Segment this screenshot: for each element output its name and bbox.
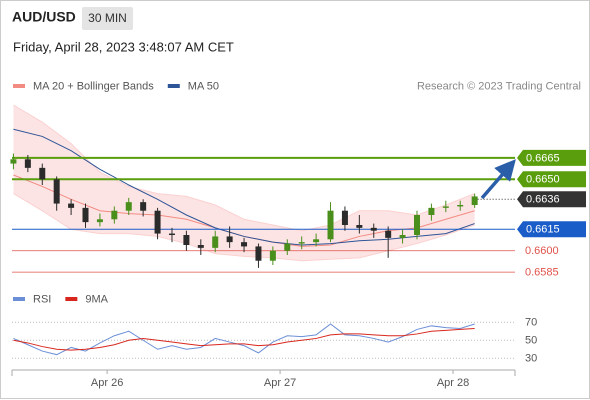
candle-body — [471, 196, 478, 205]
indicator-line — [13, 328, 475, 351]
interval[interactable]: 30 MIN — [88, 11, 127, 25]
candle-body — [241, 242, 248, 247]
level-label: 0.6665 — [526, 152, 560, 164]
candle-body — [212, 236, 219, 248]
y-tick-label: 50 — [525, 335, 537, 347]
candle-body — [356, 225, 363, 228]
level-label: 0.6636 — [526, 194, 560, 206]
candle-body — [413, 215, 420, 235]
level-label: 0.6650 — [526, 174, 560, 186]
band-edge — [13, 193, 475, 262]
candle-body — [457, 205, 464, 207]
candle-body — [313, 239, 320, 243]
legend-label: 9MA — [85, 293, 108, 305]
legend-label: RSI — [33, 293, 51, 305]
x-tick-label: Apr 27 — [264, 377, 296, 389]
level-label: 0.6615 — [526, 224, 560, 236]
candle-body — [68, 203, 75, 208]
candle-body — [341, 210, 348, 225]
candle-body — [82, 207, 89, 223]
timestamp: Friday, April 28, 2023 3:48:07 AM CET — [13, 39, 234, 54]
level-label: 0.6600 — [525, 245, 559, 257]
level-box — [517, 221, 586, 238]
candle-body — [183, 235, 190, 245]
candle-body — [39, 167, 46, 180]
moving-average — [13, 128, 475, 246]
candle-body — [255, 246, 262, 261]
y-tick-label: 30 — [525, 353, 537, 365]
symbol: AUD/USD — [12, 9, 76, 25]
candle-body — [428, 207, 435, 215]
candle-body — [399, 235, 406, 238]
level-label: 0.6585 — [525, 267, 559, 279]
candle-body — [24, 159, 31, 168]
candle-body — [154, 210, 161, 234]
candle-body — [53, 179, 60, 204]
plot: MA 20 + Bollinger Bands MA 50 Research © 2… — [10, 80, 586, 389]
legend-swatch — [13, 84, 25, 88]
candle-body — [125, 202, 132, 211]
candle-body — [442, 206, 449, 208]
candle-body — [226, 236, 233, 243]
level-box — [517, 149, 586, 166]
x-tick-label: Apr 26 — [91, 377, 123, 389]
candle-body — [168, 233, 175, 235]
candle-body — [327, 210, 334, 240]
interval-box[interactable] — [82, 7, 133, 30]
x-tick-label: Apr 28 — [437, 377, 469, 389]
candle-body — [111, 210, 118, 220]
legend-label: MA 20 + Bollinger Bands — [33, 80, 154, 92]
legend-swatch — [13, 297, 25, 301]
level-box — [517, 191, 586, 208]
legend-label: MA 50 — [188, 80, 219, 92]
candle-body — [284, 243, 291, 251]
candle-body — [197, 245, 204, 248]
candle-body — [140, 202, 147, 211]
candle-body — [298, 242, 305, 244]
credit: Research © 2023 Trading Central — [417, 80, 581, 92]
candle-body — [269, 250, 276, 261]
legend-swatch — [167, 84, 180, 88]
level-box — [517, 171, 586, 188]
forecast-arrow — [480, 159, 516, 200]
candle-body — [96, 219, 103, 223]
candle-body — [10, 159, 17, 164]
candle-body — [385, 230, 392, 238]
y-tick-label: 70 — [525, 317, 537, 329]
candle-body — [370, 227, 377, 231]
legend-swatch — [65, 297, 78, 301]
